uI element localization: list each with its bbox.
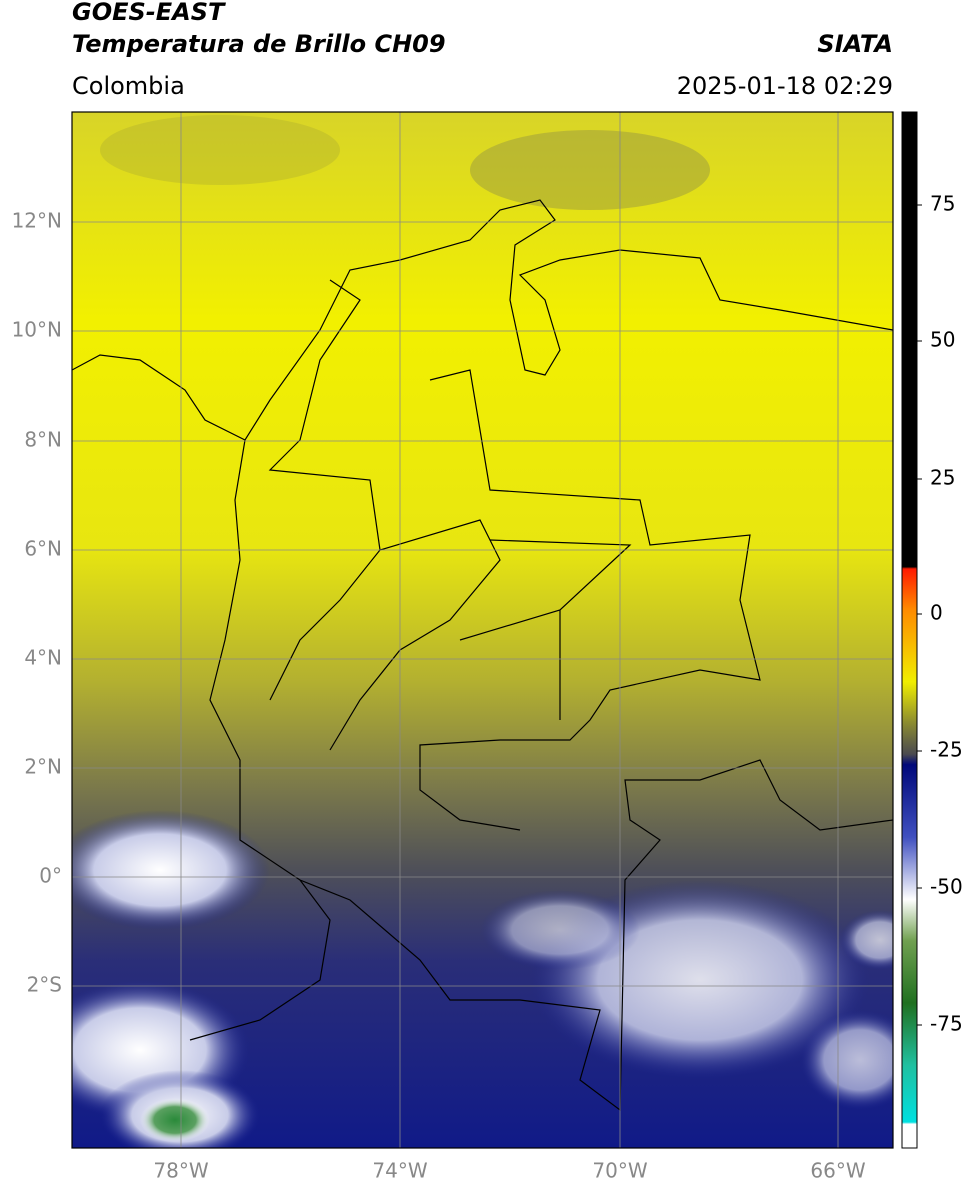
grid: [72, 112, 893, 1148]
lat-label: 2°S: [27, 973, 62, 997]
lon-label: 74°W: [372, 1159, 427, 1183]
lat-label: 0°: [39, 864, 62, 888]
region: Colombia: [72, 72, 185, 100]
subtitle: Temperatura de Brillo CH09: [72, 30, 446, 58]
colorbar-label: 50: [930, 328, 955, 352]
agency: SIATA: [817, 30, 893, 58]
satellite-image: [72, 112, 893, 1148]
lon-label: 66°W: [810, 1159, 865, 1183]
colorbar-label: 25: [930, 466, 955, 490]
colorbar-label: -50: [930, 875, 963, 899]
lat-label: 2°N: [24, 755, 62, 779]
lat-label: 6°N: [24, 537, 62, 561]
colorbar: [901, 111, 918, 1149]
colorbar-label: 0: [930, 601, 943, 625]
lat-label: 12°N: [12, 209, 62, 233]
colorbar-label: -25: [930, 738, 963, 762]
title: GOES-EAST: [72, 0, 226, 26]
lat-label: 8°N: [24, 428, 62, 452]
lat-label: 10°N: [12, 318, 62, 342]
datetime: 2025-01-18 02:29: [677, 72, 893, 100]
map-frame: [71, 111, 894, 1149]
lat-label: 4°N: [24, 646, 62, 670]
lon-label: 70°W: [592, 1159, 647, 1183]
lon-label: 78°W: [153, 1159, 208, 1183]
colorbar-label: -75: [930, 1012, 963, 1036]
colorbar-label: 75: [930, 192, 955, 216]
